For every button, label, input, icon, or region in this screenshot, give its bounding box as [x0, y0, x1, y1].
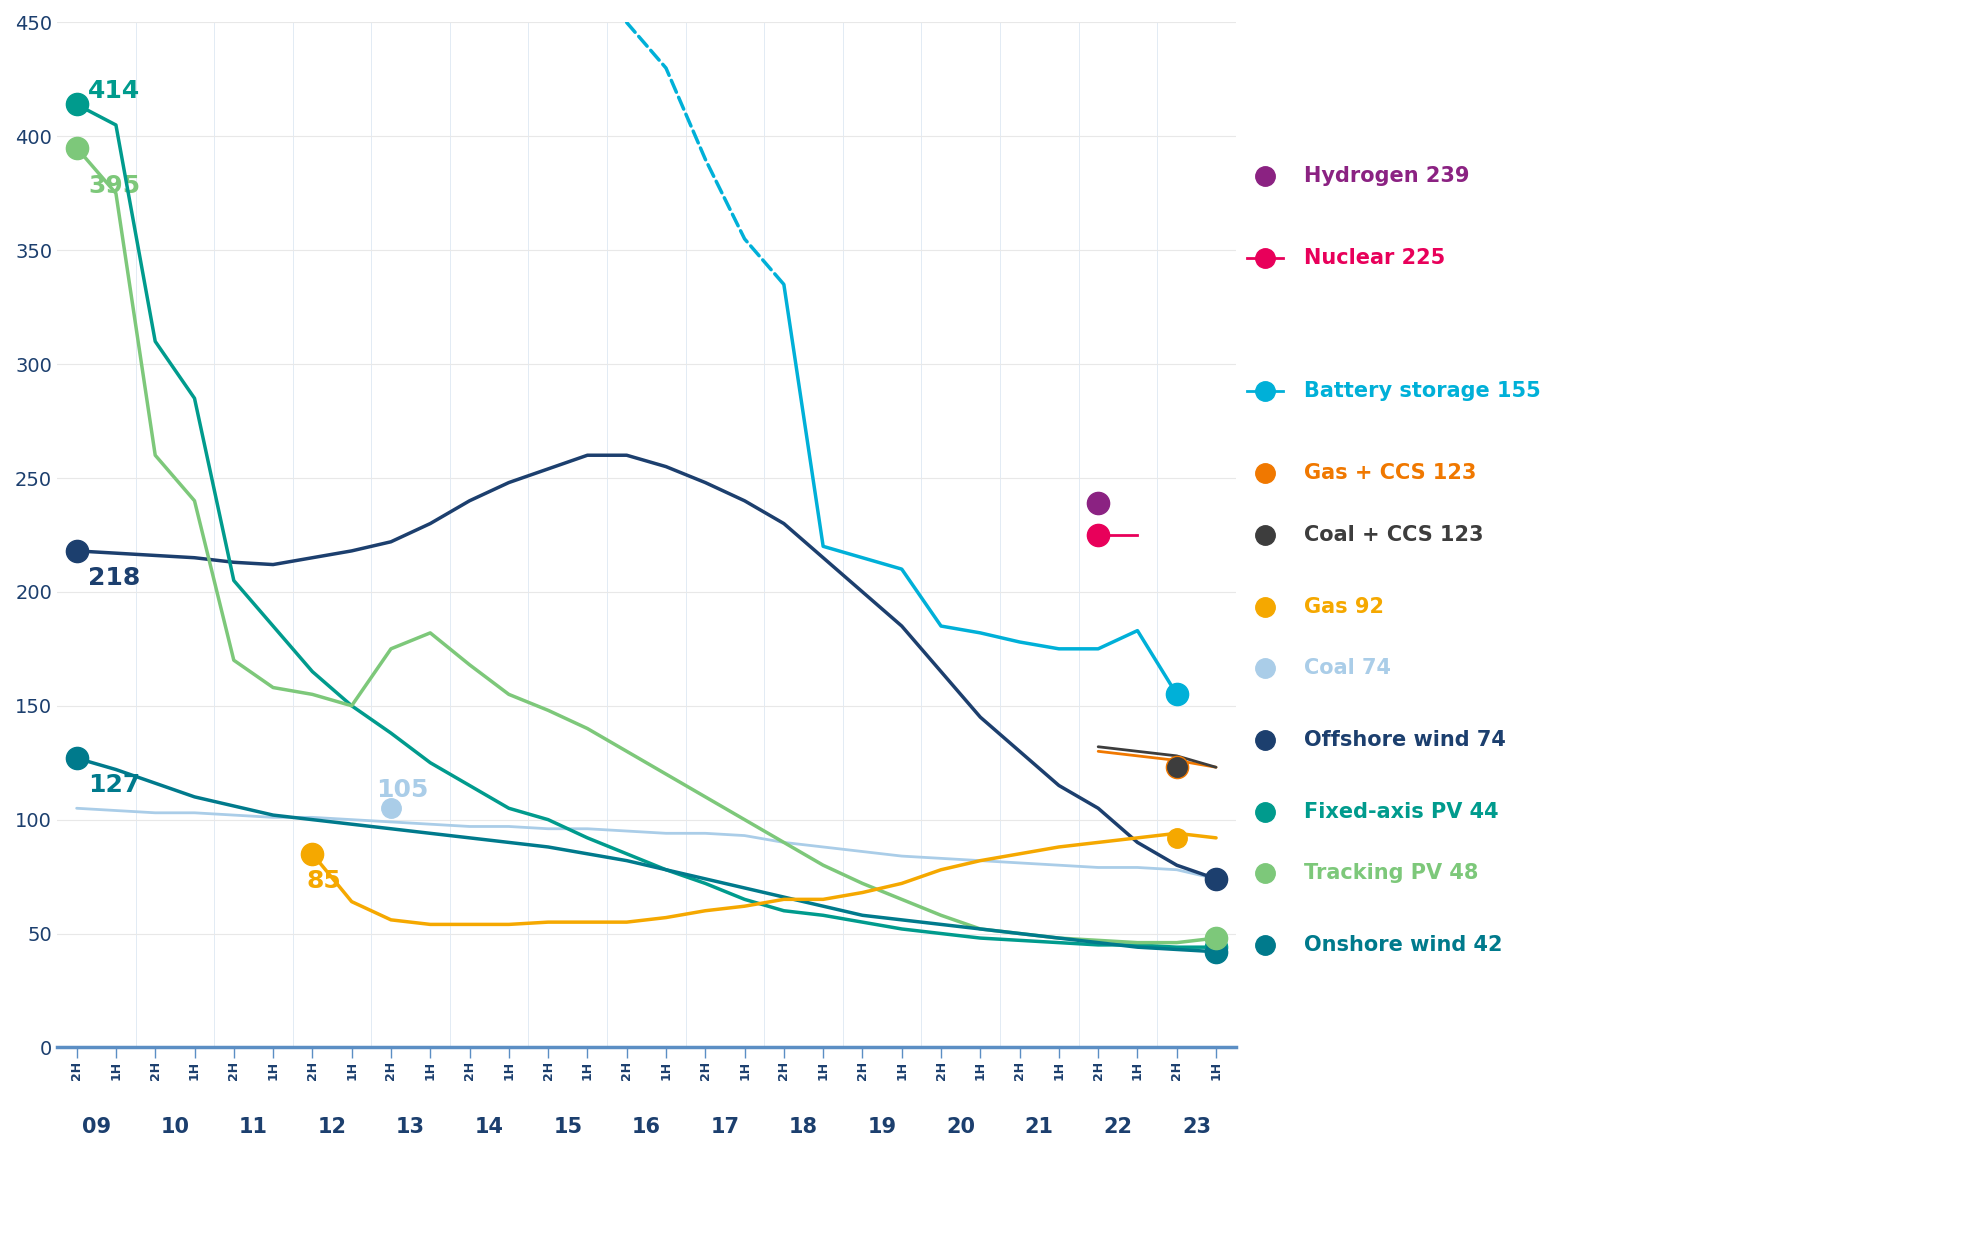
Text: 18: 18	[790, 1117, 818, 1137]
Text: 16: 16	[632, 1117, 660, 1137]
Text: 13: 13	[396, 1117, 426, 1137]
Text: Gas + CCS 123: Gas + CCS 123	[1304, 463, 1476, 483]
Text: 12: 12	[317, 1117, 347, 1137]
Text: 09: 09	[81, 1117, 110, 1137]
Text: 22: 22	[1103, 1117, 1133, 1137]
Text: 17: 17	[711, 1117, 739, 1137]
Text: Coal + CCS 123: Coal + CCS 123	[1304, 525, 1483, 545]
Text: Hydrogen 239: Hydrogen 239	[1304, 167, 1470, 187]
Text: 10: 10	[160, 1117, 189, 1137]
Text: Onshore wind 42: Onshore wind 42	[1304, 935, 1503, 955]
Text: Battery storage 155: Battery storage 155	[1304, 382, 1541, 402]
Text: Tracking PV 48: Tracking PV 48	[1304, 863, 1478, 883]
Text: 85: 85	[307, 869, 341, 893]
Text: 14: 14	[475, 1117, 504, 1137]
Text: 15: 15	[554, 1117, 583, 1137]
Text: 23: 23	[1182, 1117, 1212, 1137]
Text: 395: 395	[89, 174, 140, 199]
Text: 218: 218	[89, 566, 140, 590]
Text: Coal 74: Coal 74	[1304, 659, 1391, 679]
Text: Fixed-axis PV 44: Fixed-axis PV 44	[1304, 801, 1499, 821]
Text: 127: 127	[89, 774, 140, 798]
Text: 21: 21	[1024, 1117, 1054, 1137]
Text: 11: 11	[238, 1117, 268, 1137]
Text: Offshore wind 74: Offshore wind 74	[1304, 730, 1505, 750]
Text: Gas 92: Gas 92	[1304, 597, 1385, 617]
Text: 414: 414	[89, 79, 140, 103]
Text: Nuclear 225: Nuclear 225	[1304, 248, 1446, 268]
Text: 20: 20	[946, 1117, 975, 1137]
Text: 19: 19	[867, 1117, 896, 1137]
Text: 105: 105	[376, 777, 429, 803]
